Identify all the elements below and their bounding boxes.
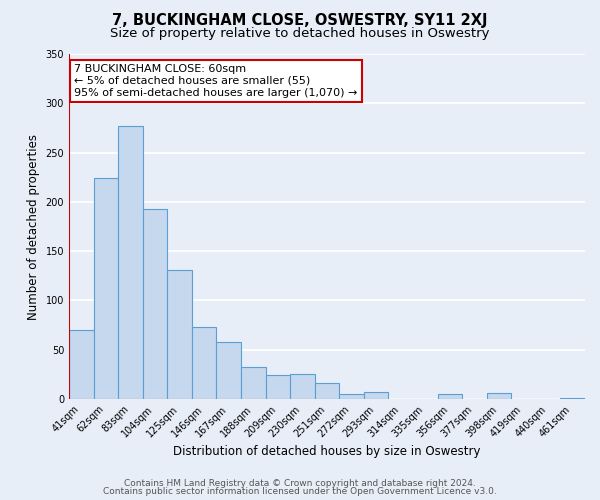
- Bar: [167, 270, 192, 399]
- Bar: [437, 394, 462, 399]
- Y-axis label: Number of detached properties: Number of detached properties: [27, 134, 40, 320]
- Bar: [560, 398, 585, 399]
- Bar: [241, 366, 266, 399]
- Bar: [315, 384, 340, 399]
- Bar: [266, 376, 290, 399]
- Bar: [364, 392, 388, 399]
- Bar: [487, 393, 511, 399]
- Bar: [290, 374, 315, 399]
- Bar: [69, 330, 94, 399]
- Bar: [217, 342, 241, 399]
- Bar: [192, 327, 217, 399]
- Bar: [94, 178, 118, 399]
- Text: Size of property relative to detached houses in Oswestry: Size of property relative to detached ho…: [110, 28, 490, 40]
- Bar: [340, 394, 364, 399]
- X-axis label: Distribution of detached houses by size in Oswestry: Distribution of detached houses by size …: [173, 444, 481, 458]
- Text: Contains public sector information licensed under the Open Government Licence v3: Contains public sector information licen…: [103, 487, 497, 496]
- Text: Contains HM Land Registry data © Crown copyright and database right 2024.: Contains HM Land Registry data © Crown c…: [124, 478, 476, 488]
- Bar: [143, 209, 167, 399]
- Bar: [118, 126, 143, 399]
- Text: 7, BUCKINGHAM CLOSE, OSWESTRY, SY11 2XJ: 7, BUCKINGHAM CLOSE, OSWESTRY, SY11 2XJ: [112, 12, 488, 28]
- Text: 7 BUCKINGHAM CLOSE: 60sqm
← 5% of detached houses are smaller (55)
95% of semi-d: 7 BUCKINGHAM CLOSE: 60sqm ← 5% of detach…: [74, 64, 358, 98]
